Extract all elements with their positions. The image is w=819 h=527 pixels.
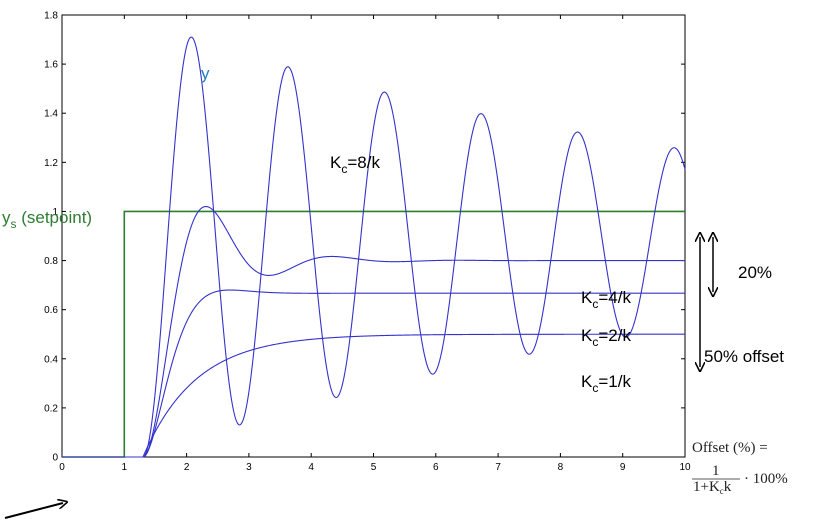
formula-denominator: 1+Kck	[693, 479, 732, 496]
x-tick-label-0: 0	[59, 462, 65, 473]
x-tick-label-10: 10	[679, 462, 691, 473]
x-tick-label-8: 8	[558, 462, 564, 473]
formula-tail: · 100%	[744, 471, 788, 487]
setpoint-label: ys (setpoint)	[2, 208, 92, 231]
y-tick-label-2: 0.4	[44, 354, 58, 365]
x-tick-label-4: 4	[308, 462, 314, 473]
x-tick-label-9: 9	[620, 462, 626, 473]
y-tick-label-4: 0.8	[44, 256, 58, 267]
response-line-0	[62, 36, 686, 458]
response-series	[62, 36, 686, 458]
gain-label-2: Kc=2/k	[581, 326, 631, 349]
y-tick-label-1: 0.2	[44, 403, 58, 414]
gain-label-4: Kc=4/k	[581, 288, 631, 311]
x-tick-label-7: 7	[495, 462, 501, 473]
y-tick-label-6: 1.2	[44, 158, 58, 169]
gain-label-8: Kc=8/k	[330, 153, 380, 176]
x-tick-label-2: 2	[184, 462, 190, 473]
y-tick-label-8: 1.6	[44, 60, 58, 71]
offset-50-label: 50% offset	[704, 347, 784, 366]
x-tick-label-6: 6	[433, 462, 439, 473]
pointer-arrow	[4, 503, 63, 519]
x-tick-label-3: 3	[246, 462, 252, 473]
offset-formula: Offset (%) = 1 1+Kck · 100%	[692, 440, 788, 496]
gain-label-1: Kc=1/k	[581, 372, 631, 395]
plot-area	[61, 14, 686, 458]
y-tick-label-3: 0.6	[44, 305, 58, 316]
output-y-label: y	[201, 64, 210, 83]
x-tick-label-1: 1	[122, 462, 128, 473]
formula-numerator: 1	[712, 463, 720, 479]
response-line-3	[62, 333, 685, 458]
y-tick-label-5: 1	[52, 207, 58, 218]
response-line-1	[62, 205, 685, 458]
x-tick-label-5: 5	[371, 462, 377, 473]
y-tick-label-9: 1.8	[44, 11, 58, 22]
formula-line-1: Offset (%) =	[692, 440, 768, 456]
y-tick-label-0: 0	[52, 453, 58, 464]
axis-ticks: 0 1 2 3 4 5 6 7 8 9 10 0 0.2 0.4 0.6 0.8 1 1.2 1.4 1.6 1.8	[44, 11, 691, 474]
offset-20-label: 20%	[738, 263, 772, 282]
y-tick-label-7: 1.4	[44, 109, 58, 120]
response-line-2	[62, 289, 685, 458]
